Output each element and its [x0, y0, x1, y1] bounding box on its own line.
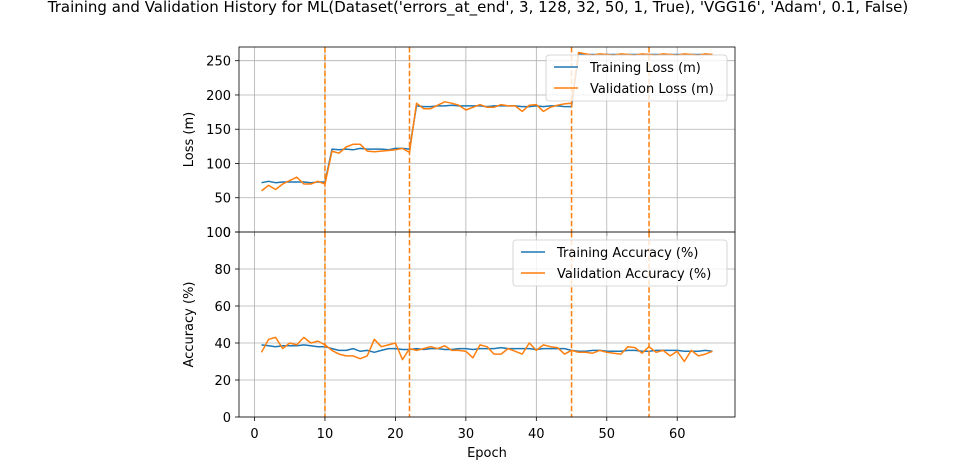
acc-legend-label: Training Accuracy (%): [556, 246, 698, 261]
acc-legend: Training Accuracy (%) Validation Accuracy…: [512, 239, 728, 287]
acc-xtick-label: 20: [387, 427, 404, 442]
acc-ytick-label: 100: [206, 226, 231, 241]
acc-ytick-label: 40: [214, 337, 231, 352]
acc-axes-frame: [238, 231, 736, 418]
acc-series-training-line: [261, 344, 713, 354]
acc-legend-label: Validation Accuracy (%): [557, 267, 711, 282]
acc-ytick-label: 60: [214, 300, 231, 315]
loss-ytick-label: 250: [206, 55, 231, 70]
loss-ylabel: Loss (m): [182, 112, 197, 167]
acc-xtick-label: 0: [250, 427, 258, 442]
loss-ytick-label: 100: [206, 157, 231, 172]
acc-xtick-label: 60: [669, 427, 686, 442]
acc-legend-box: [512, 239, 728, 287]
loss-legend: Training Loss (m) Validation Loss (m): [545, 54, 728, 102]
acc-ytick-label: 0: [223, 411, 231, 426]
acc-ytick-label: 80: [214, 263, 231, 278]
loss-ytick-label: 0: [223, 226, 231, 241]
acc-xtick-label: 50: [598, 427, 615, 442]
loss-legend-label: Training Loss (m): [589, 61, 701, 76]
figure-title: Training and Validation History for ML(D…: [47, 0, 909, 17]
acc-xtick-label: 30: [458, 427, 475, 442]
acc-xtick-label: 10: [317, 427, 334, 442]
loss-legend-box: [545, 54, 728, 102]
acc-ylabel: Accuracy (%): [182, 282, 197, 368]
loss-ytick-label: 200: [206, 89, 231, 104]
loss-legend-label: Validation Loss (m): [590, 82, 714, 97]
acc-xtick-label: 40: [528, 427, 545, 442]
loss-ytick-label: 150: [206, 123, 231, 138]
loss-ytick-label: 50: [214, 192, 231, 207]
acc-series-group: [260, 336, 713, 363]
acc-series-validation-line: [260, 336, 713, 363]
acc-xlabel: Epoch: [467, 446, 507, 460]
acc-ytick-label: 20: [214, 374, 231, 389]
